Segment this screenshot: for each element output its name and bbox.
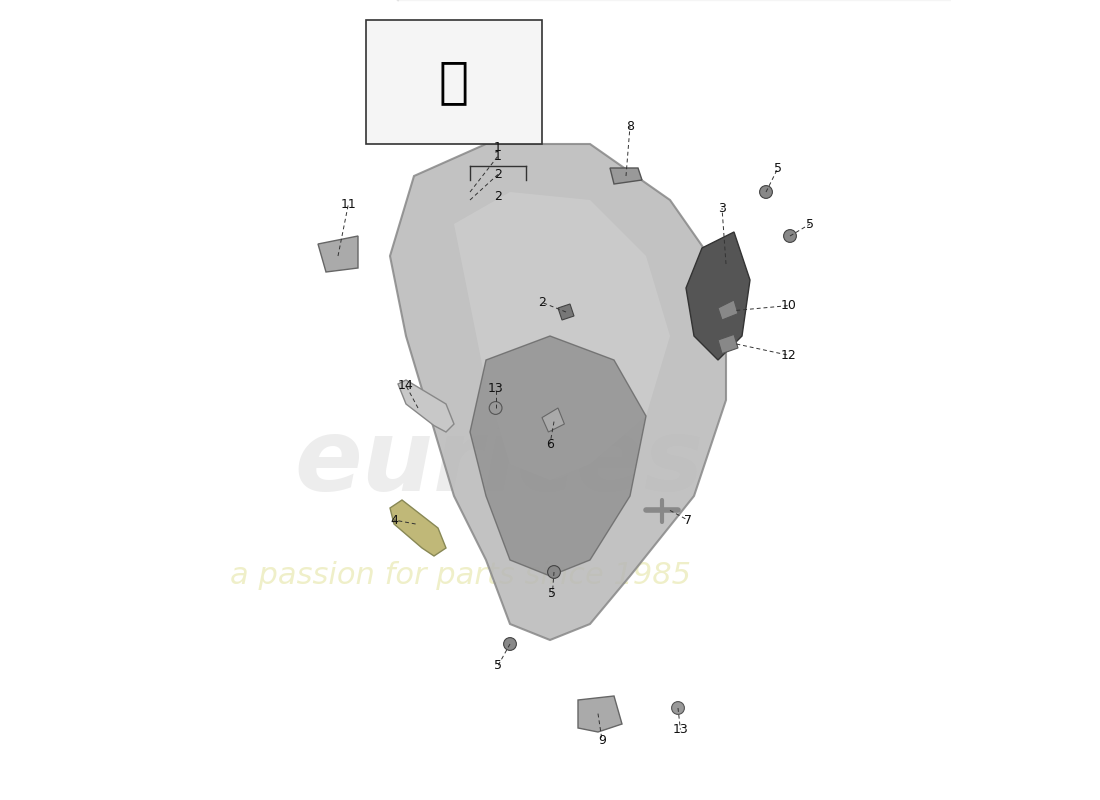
Circle shape (672, 702, 684, 714)
Polygon shape (390, 500, 446, 556)
Text: 10: 10 (781, 299, 796, 312)
Polygon shape (454, 192, 670, 480)
Text: 5: 5 (494, 659, 502, 672)
Text: 2: 2 (494, 190, 502, 202)
Text: 14: 14 (398, 379, 414, 392)
Text: 1: 1 (494, 141, 502, 154)
Text: 1: 1 (494, 150, 502, 162)
Bar (366, 20, 542, 144)
Text: 12: 12 (781, 349, 796, 362)
Polygon shape (610, 168, 642, 184)
Circle shape (548, 566, 560, 578)
Text: eurices: eurices (294, 415, 703, 513)
Polygon shape (558, 304, 574, 320)
Text: 4: 4 (390, 514, 398, 526)
Text: 13: 13 (672, 723, 689, 736)
Text: a passion for parts since 1985: a passion for parts since 1985 (230, 562, 691, 590)
Text: 8: 8 (626, 120, 634, 133)
Circle shape (504, 638, 516, 650)
Polygon shape (390, 144, 726, 640)
Text: 🚗: 🚗 (439, 58, 469, 106)
Text: 5: 5 (549, 587, 557, 600)
Polygon shape (470, 336, 646, 576)
Text: 3: 3 (718, 202, 726, 214)
Polygon shape (542, 408, 564, 432)
Text: 5: 5 (806, 218, 814, 230)
Text: 11: 11 (341, 198, 356, 210)
Polygon shape (578, 696, 621, 732)
Text: 9: 9 (598, 734, 606, 746)
Polygon shape (398, 380, 454, 432)
Polygon shape (718, 334, 738, 354)
Text: 2: 2 (538, 296, 546, 309)
Polygon shape (686, 232, 750, 360)
Polygon shape (718, 300, 738, 320)
Text: 6: 6 (546, 438, 554, 450)
Polygon shape (318, 236, 358, 272)
Text: 7: 7 (683, 514, 692, 526)
Circle shape (490, 402, 502, 414)
Text: 5: 5 (774, 162, 782, 174)
Text: 13: 13 (487, 382, 504, 394)
Text: 2: 2 (494, 168, 502, 181)
Circle shape (783, 230, 796, 242)
Circle shape (760, 186, 772, 198)
